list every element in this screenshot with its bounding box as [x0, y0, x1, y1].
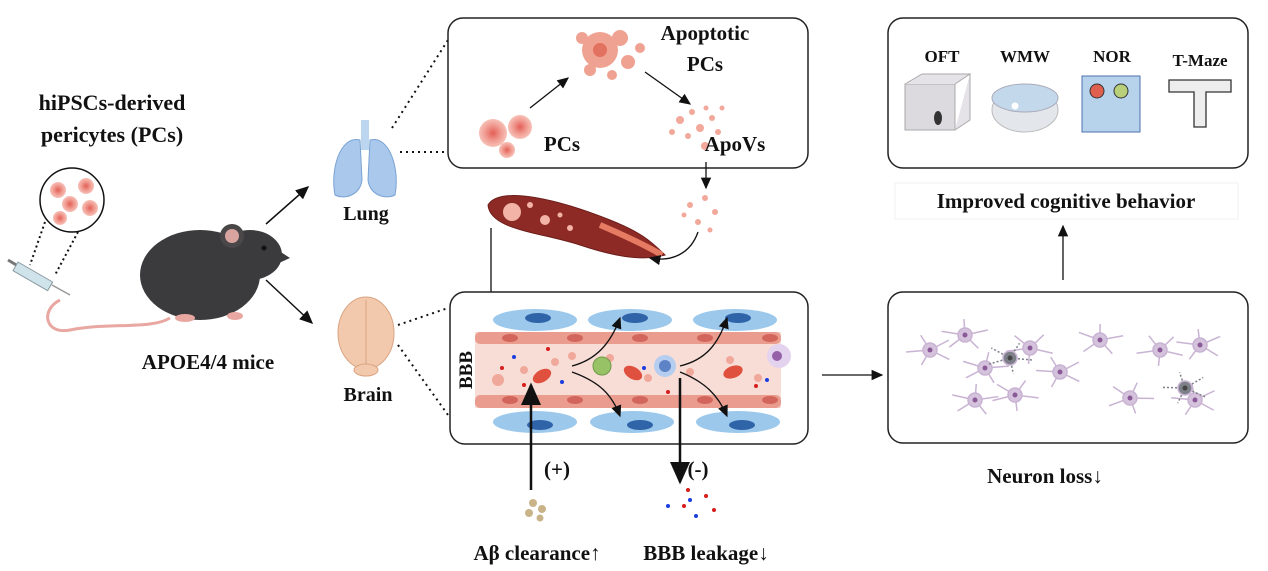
abeta-clearance-label: Aβ clearance↑: [473, 541, 600, 565]
pcs-label: PCs: [544, 132, 580, 156]
lung-icon: [333, 120, 397, 198]
apovs-icon: [669, 105, 725, 150]
apoptotic-pcs-icon: [576, 30, 645, 80]
arrow-to-lung: [265, 186, 310, 225]
microglia-icon: [592, 356, 612, 376]
mouse-icon: [46, 224, 290, 333]
test-label-wmw: WMW: [1000, 47, 1050, 66]
bbb-label: BBB: [456, 351, 477, 389]
test-label-nor: NOR: [1093, 47, 1132, 66]
apovs-circulating-icon: [681, 195, 718, 233]
arrow-into-vessel: [648, 231, 699, 266]
bbb-leakage-label: BBB leakage↓: [643, 541, 768, 565]
neutrophil-icon: [772, 351, 782, 361]
pcs-cells-icon: [479, 115, 532, 158]
open-field-box-icon: [904, 73, 972, 131]
minus-label: (-): [688, 457, 709, 481]
blood-vessel-icon: [487, 195, 666, 259]
red-blood-cell-icon: [532, 365, 743, 384]
abeta-icon: [525, 499, 546, 522]
behavior-label-box: [894, 182, 1239, 220]
brain-icon: [337, 296, 395, 377]
apoptotic-label-line2: PCs: [687, 52, 723, 76]
arrow-to-brain: [265, 279, 314, 325]
lung-panel: Apoptotic PCs PCs ApoVs: [447, 17, 809, 169]
source-title-line1: hiPSCs-derived: [39, 90, 186, 115]
lung-label: Lung: [343, 203, 389, 225]
lung-zoom-line: [391, 39, 449, 129]
novel-object-box-icon: [1081, 75, 1141, 133]
plus-label: (+): [544, 457, 570, 481]
bbb-panel: BBB: [449, 291, 809, 445]
brain-zoom-line: [397, 307, 449, 326]
apovs-label: ApoVs: [705, 132, 766, 156]
leakage-molecules-icon: [666, 488, 716, 518]
neuron-loss-label: Neuron loss↓: [987, 464, 1103, 488]
brain-zoom-line: [397, 344, 449, 416]
behavior-panel: OFT WMW NOR T-Maze: [887, 17, 1249, 169]
brain-label: Brain: [344, 384, 393, 406]
water-maze-icon: [991, 83, 1059, 133]
behavior-label: Improved cognitive behavior: [937, 189, 1196, 213]
test-label-oft: OFT: [925, 47, 961, 66]
source-title-line2: pericytes (PCs): [41, 122, 183, 147]
test-label-tmaze: T-Maze: [1172, 51, 1228, 70]
pericyte-inset-icon: [29, 167, 105, 276]
mouse-label: APOE4/4 mice: [142, 350, 274, 374]
apoptotic-label-line1: Apoptotic: [661, 21, 750, 45]
neuron-panel: [887, 291, 1249, 444]
syringe-icon: [7, 258, 71, 296]
immune-cell-icon: [659, 360, 671, 372]
t-maze-icon: [1168, 79, 1232, 128]
